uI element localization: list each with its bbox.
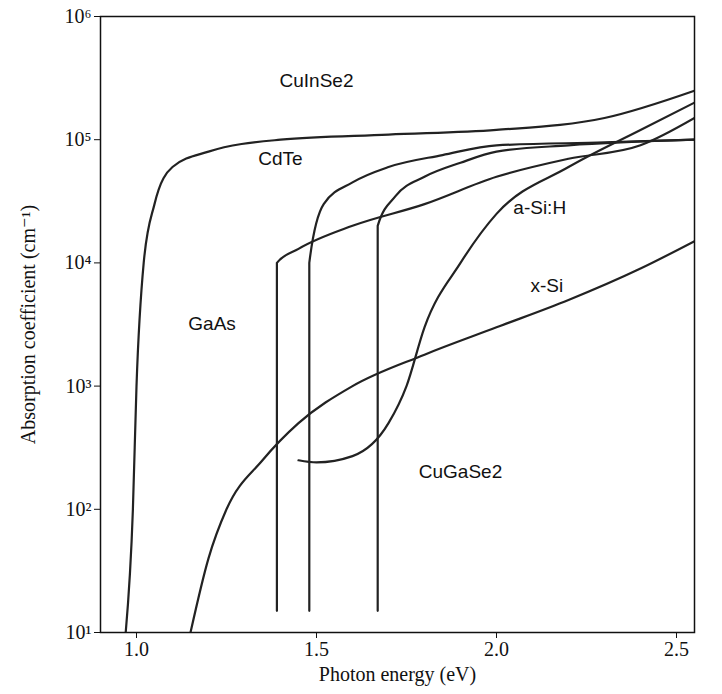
svg-text:GaAs: GaAs [188, 313, 236, 334]
svg-text:x-Si: x-Si [531, 275, 564, 296]
svg-text:CuInSe2: CuInSe2 [280, 70, 354, 91]
svg-text:1.0: 1.0 [124, 638, 149, 660]
svg-text:Absorption coefficient (cm⁻¹): Absorption coefficient (cm⁻¹) [17, 205, 40, 444]
svg-text:CuGaSe2: CuGaSe2 [419, 461, 502, 482]
svg-text:10⁵: 10⁵ [65, 128, 92, 150]
svg-text:10⁴: 10⁴ [65, 251, 92, 273]
svg-text:1.5: 1.5 [304, 638, 329, 660]
svg-text:Photon energy (eV): Photon energy (eV) [319, 663, 476, 686]
svg-text:2.5: 2.5 [664, 638, 689, 660]
svg-text:a-Si:H: a-Si:H [513, 197, 566, 218]
svg-text:10¹: 10¹ [66, 621, 92, 643]
svg-text:CdTe: CdTe [258, 148, 302, 169]
svg-text:10⁶: 10⁶ [65, 5, 92, 27]
svg-text:10²: 10² [66, 498, 92, 520]
svg-text:10³: 10³ [66, 375, 92, 397]
svg-text:2.0: 2.0 [484, 638, 509, 660]
